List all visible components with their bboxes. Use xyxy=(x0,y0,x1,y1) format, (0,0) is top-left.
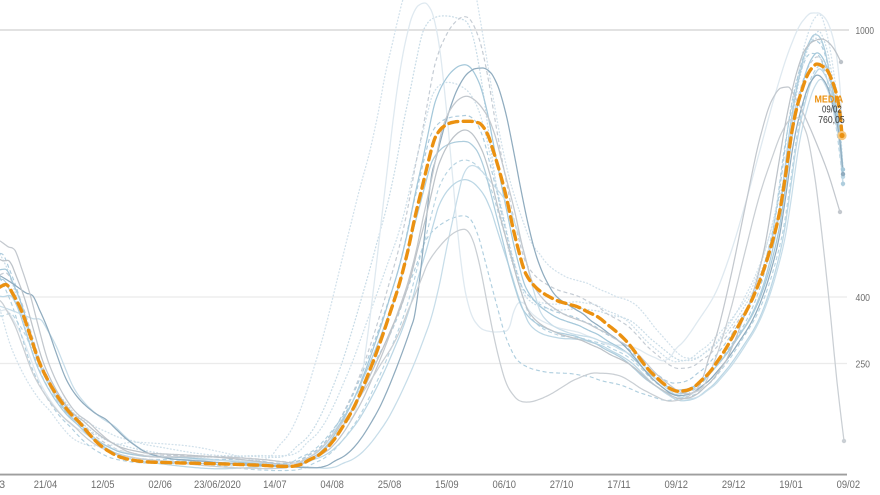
svg-text:14/07: 14/07 xyxy=(263,479,287,491)
svg-text:06/10: 06/10 xyxy=(493,479,517,491)
svg-text:09/02: 09/02 xyxy=(837,479,861,491)
svg-text:19/01: 19/01 xyxy=(779,479,803,491)
svg-text:15/09: 15/09 xyxy=(435,479,459,491)
svg-text:02/06: 02/06 xyxy=(148,479,172,491)
svg-text:760,05: 760,05 xyxy=(818,114,845,126)
svg-text:09/12: 09/12 xyxy=(665,479,689,491)
svg-text:21/04: 21/04 xyxy=(34,479,58,491)
svg-text:09/02: 09/02 xyxy=(822,104,842,116)
svg-text:27/10: 27/10 xyxy=(550,479,574,491)
svg-text:MEDIA: MEDIA xyxy=(815,94,844,105)
svg-text:1000: 1000 xyxy=(856,26,875,37)
svg-text:3: 3 xyxy=(0,479,5,491)
svg-text:400: 400 xyxy=(856,293,871,304)
svg-text:29/12: 29/12 xyxy=(722,479,746,491)
svg-text:25/08: 25/08 xyxy=(378,479,402,491)
svg-text:04/08: 04/08 xyxy=(320,479,344,491)
svg-text:250: 250 xyxy=(856,359,871,370)
svg-text:12/05: 12/05 xyxy=(91,479,115,491)
svg-text:23/06/2020: 23/06/2020 xyxy=(194,479,241,491)
svg-text:17/11: 17/11 xyxy=(607,479,631,491)
